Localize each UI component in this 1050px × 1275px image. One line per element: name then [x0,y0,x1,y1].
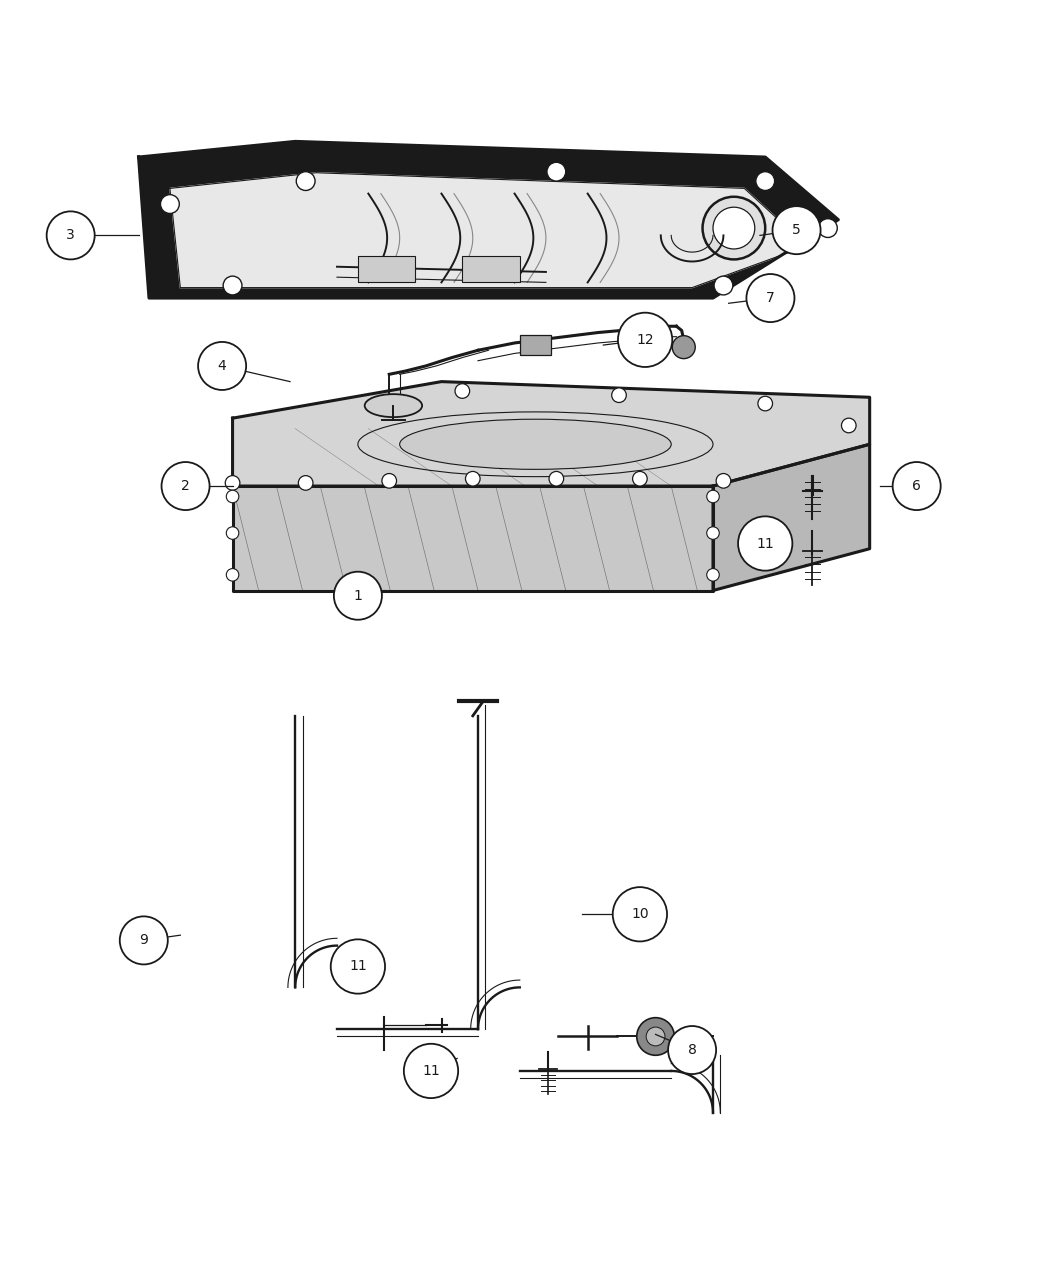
Circle shape [702,196,765,259]
Text: 11: 11 [422,1063,440,1077]
Circle shape [465,472,480,486]
Text: 6: 6 [912,479,921,493]
Circle shape [636,1017,674,1056]
Circle shape [549,472,564,486]
Circle shape [632,472,647,486]
Text: 11: 11 [349,960,366,974]
Circle shape [198,342,246,390]
Circle shape [226,476,239,490]
Text: 12: 12 [636,333,654,347]
Circle shape [716,473,731,488]
Circle shape [707,569,719,581]
Bar [358,256,416,282]
Text: 4: 4 [217,360,227,374]
Text: 1: 1 [354,589,362,603]
Circle shape [758,397,773,411]
Bar [520,334,551,356]
Circle shape [547,162,566,181]
Circle shape [747,274,795,323]
Circle shape [672,335,695,358]
Circle shape [707,527,719,539]
Circle shape [162,462,210,510]
Polygon shape [713,444,869,590]
Text: 8: 8 [688,1043,696,1057]
Circle shape [382,473,397,488]
Circle shape [756,172,775,190]
Text: 9: 9 [140,933,148,947]
Circle shape [227,527,238,539]
Circle shape [224,277,242,295]
Circle shape [334,571,382,620]
Circle shape [46,212,94,259]
Ellipse shape [400,419,671,469]
Circle shape [613,887,667,941]
Circle shape [296,172,315,190]
Circle shape [404,1044,458,1098]
Circle shape [819,219,837,237]
Text: 11: 11 [756,537,774,551]
Polygon shape [232,486,713,590]
Polygon shape [232,381,869,486]
Circle shape [227,490,238,502]
Text: 5: 5 [792,223,801,237]
Ellipse shape [364,394,422,417]
Text: 10: 10 [631,908,649,922]
Polygon shape [170,172,807,288]
Circle shape [161,195,180,213]
Text: 2: 2 [182,479,190,493]
Bar [462,256,520,282]
Polygon shape [139,142,838,298]
Bar [342,588,374,601]
Text: 7: 7 [766,291,775,305]
Circle shape [668,1026,716,1074]
Text: 3: 3 [66,228,75,242]
Circle shape [120,917,168,964]
Circle shape [227,569,238,581]
Circle shape [713,208,755,249]
Circle shape [738,516,793,571]
Circle shape [618,312,672,367]
Circle shape [714,277,733,295]
Circle shape [455,384,469,398]
Circle shape [773,207,821,254]
Circle shape [298,476,313,490]
Circle shape [612,388,626,403]
Circle shape [331,940,385,993]
Circle shape [892,462,941,510]
Circle shape [646,1028,665,1046]
Circle shape [707,490,719,502]
Circle shape [841,418,856,432]
